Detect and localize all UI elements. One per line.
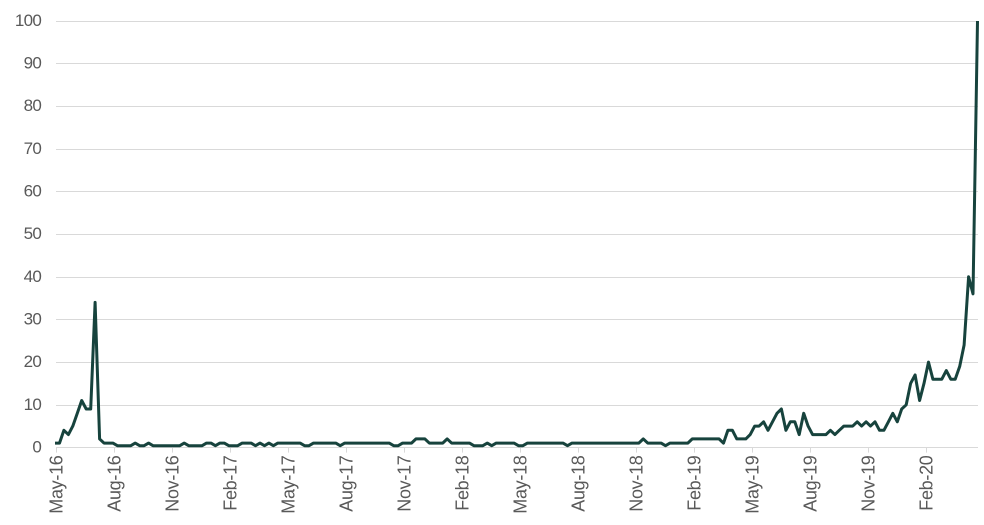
svg-text:Nov-18: Nov-18 bbox=[627, 455, 647, 512]
svg-text:60: 60 bbox=[24, 182, 42, 201]
svg-text:Aug-16: Aug-16 bbox=[105, 455, 125, 512]
svg-text:Feb-17: Feb-17 bbox=[221, 455, 241, 511]
svg-text:May-17: May-17 bbox=[279, 455, 299, 514]
svg-text:May-16: May-16 bbox=[47, 455, 67, 514]
svg-text:Nov-19: Nov-19 bbox=[859, 455, 879, 512]
svg-text:Aug-18: Aug-18 bbox=[569, 455, 589, 512]
svg-text:70: 70 bbox=[24, 139, 42, 158]
svg-text:20: 20 bbox=[24, 352, 42, 371]
svg-text:May-18: May-18 bbox=[511, 455, 531, 514]
svg-text:Feb-18: Feb-18 bbox=[453, 455, 473, 511]
svg-text:Aug-17: Aug-17 bbox=[337, 455, 357, 512]
svg-text:May-19: May-19 bbox=[743, 455, 763, 514]
svg-text:50: 50 bbox=[24, 224, 42, 243]
svg-text:100: 100 bbox=[15, 11, 42, 30]
svg-text:Aug-19: Aug-19 bbox=[801, 455, 821, 512]
svg-text:30: 30 bbox=[24, 310, 42, 329]
svg-text:80: 80 bbox=[24, 96, 42, 115]
svg-text:Nov-17: Nov-17 bbox=[395, 455, 415, 512]
svg-text:90: 90 bbox=[24, 54, 42, 73]
svg-text:10: 10 bbox=[24, 395, 42, 414]
svg-text:Feb-19: Feb-19 bbox=[685, 455, 705, 511]
svg-text:Nov-16: Nov-16 bbox=[163, 455, 183, 512]
svg-text:40: 40 bbox=[24, 267, 42, 286]
svg-text:0: 0 bbox=[32, 437, 41, 456]
svg-text:Feb-20: Feb-20 bbox=[917, 455, 937, 511]
